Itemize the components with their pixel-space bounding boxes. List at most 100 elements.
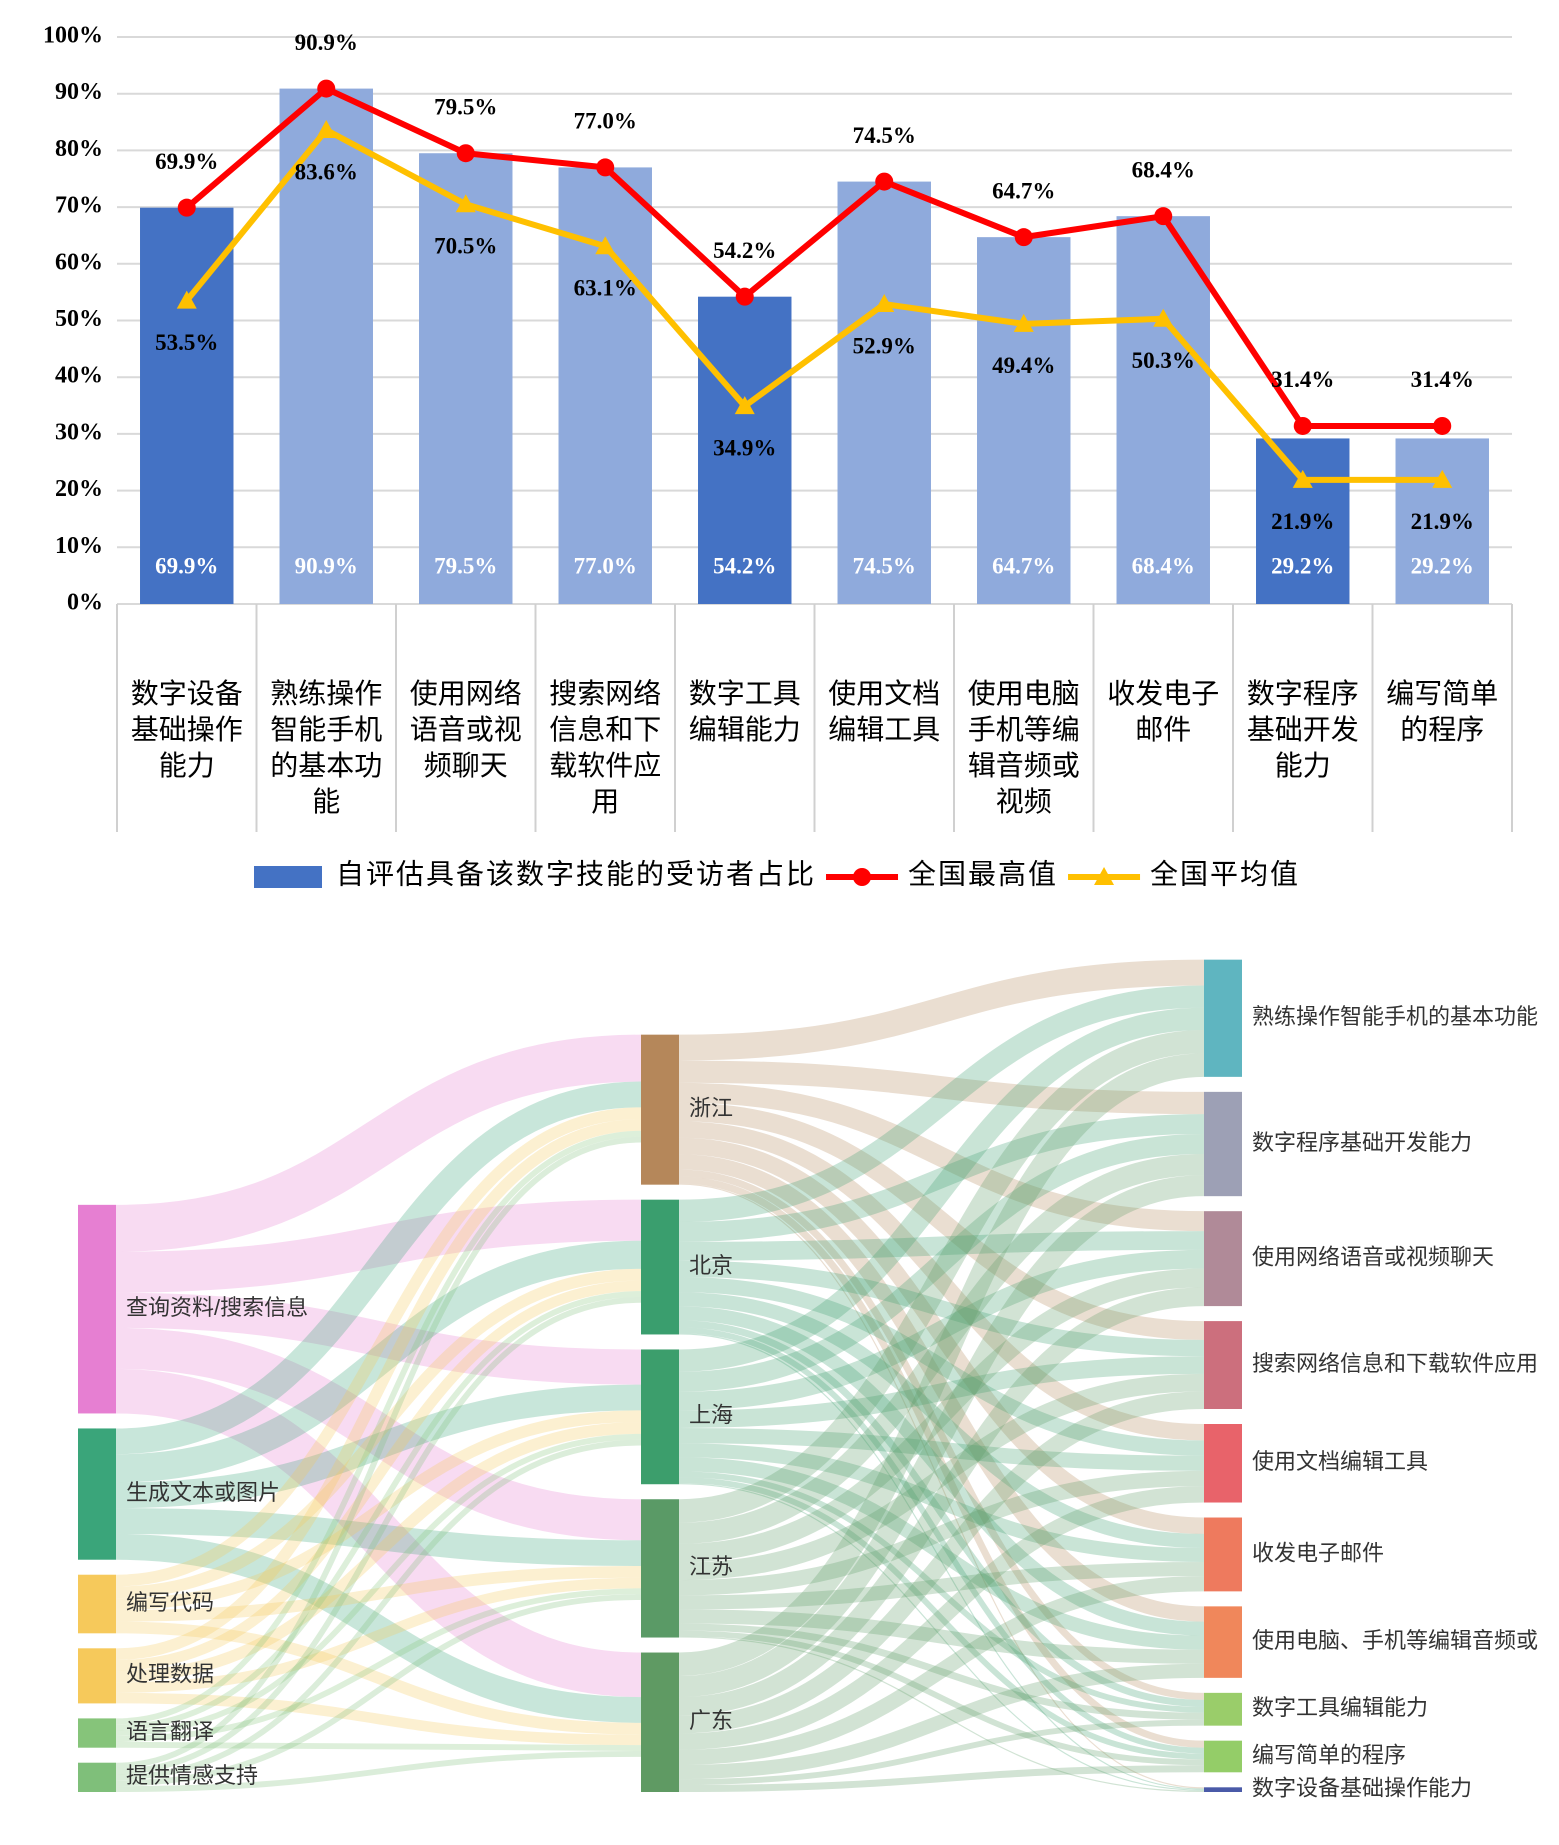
y-tick-label: 80% <box>55 136 103 162</box>
bar <box>419 153 513 605</box>
x-tick-line: 信息和下 <box>549 714 661 746</box>
x-tick-line: 编辑能力 <box>689 714 801 746</box>
x-tick-line: 编辑工具 <box>828 714 940 746</box>
bar-value-label: 68.4% <box>1132 553 1195 578</box>
link <box>678 1175 1205 1698</box>
node-label: 收发电子邮件 <box>1252 1540 1384 1565</box>
link <box>115 1199 642 1293</box>
node-label: 上海 <box>689 1403 733 1428</box>
link <box>678 1082 1205 1232</box>
x-tick-line: 数字工具 <box>689 678 801 710</box>
point-label: 21.9% <box>1411 509 1474 534</box>
y-tick-label: 30% <box>55 419 103 445</box>
x-tick-line: 基础操作 <box>131 714 243 746</box>
node <box>78 1718 116 1748</box>
x-tick-label: 搜索网络信息和下载软件应用 <box>549 678 661 818</box>
link <box>678 1007 1205 1372</box>
link <box>678 1765 1205 1792</box>
marker <box>874 294 895 313</box>
link <box>115 1621 642 1735</box>
link <box>678 1356 1205 1428</box>
x-tick-line: 数字设备 <box>131 678 243 710</box>
node <box>1204 1091 1242 1197</box>
node <box>641 1034 679 1185</box>
link <box>678 1053 1205 1676</box>
y-tick-label: 60% <box>55 249 103 275</box>
x-tick-line: 视频 <box>996 786 1052 818</box>
point-label: 31.4% <box>1271 367 1334 392</box>
bar <box>1395 438 1489 604</box>
point-label: 70.5% <box>434 234 497 259</box>
x-tick-label: 数字设备基础操作能力 <box>131 678 243 782</box>
node <box>78 1762 116 1792</box>
line <box>184 85 1443 429</box>
link <box>678 1470 1205 1596</box>
node-label: 查询资料/搜索信息 <box>126 1295 308 1320</box>
node <box>1204 1211 1242 1307</box>
link <box>115 1291 642 1731</box>
y-tick-label: 70% <box>55 193 103 219</box>
link <box>115 1433 642 1736</box>
point-label: 50.3% <box>1132 348 1195 373</box>
legend-marker <box>1094 867 1115 885</box>
link <box>115 1130 642 1725</box>
link <box>678 985 1205 1222</box>
link <box>678 1477 1205 1760</box>
x-tick-line: 能力 <box>1275 750 1331 782</box>
node <box>1204 1606 1242 1678</box>
link <box>678 1663 1205 1780</box>
link <box>678 1391 1205 1734</box>
node-label: 熟练操作智能手机的基本功能 <box>1252 1004 1538 1029</box>
bar-value-label: 69.9% <box>155 553 218 578</box>
y-tick-label: 0% <box>67 590 103 616</box>
bar <box>698 296 792 604</box>
x-tick-label: 数字工具编辑能力 <box>689 678 801 746</box>
bar <box>279 88 373 605</box>
node-label: 生成文本或图片 <box>126 1480 280 1505</box>
link <box>678 1060 1205 1115</box>
link <box>115 1588 642 1742</box>
legend-label: 全国平均值 <box>1150 858 1300 890</box>
bar-value-label: 29.2% <box>1271 553 1334 578</box>
link <box>115 1296 642 1775</box>
link <box>115 1240 642 1483</box>
marker <box>595 236 616 255</box>
link <box>678 1483 1205 1791</box>
x-tick-label: 使用网络语音或视频聊天 <box>410 678 522 782</box>
link <box>115 1081 642 1455</box>
node <box>1204 959 1242 1077</box>
link <box>678 1260 1205 1357</box>
marker <box>316 119 337 138</box>
link <box>678 1457 1205 1650</box>
x-tick-line: 收发电子 <box>1107 678 1219 710</box>
x-tick-line: 的基本功 <box>270 750 382 782</box>
link <box>678 1114 1205 1242</box>
node-label: 北京 <box>689 1253 733 1278</box>
link <box>678 1154 1205 1622</box>
x-tick-line: 载软件应 <box>549 750 661 782</box>
point-label: 34.9% <box>713 435 776 460</box>
link <box>678 1636 1205 1792</box>
link <box>115 1439 642 1781</box>
bar-value-label: 74.5% <box>853 553 916 578</box>
link <box>678 1306 1205 1636</box>
link <box>678 1183 1205 1789</box>
node <box>1204 1424 1242 1503</box>
marker <box>1433 416 1452 435</box>
node <box>641 1652 679 1792</box>
link <box>678 1609 1205 1664</box>
node <box>1204 1321 1242 1409</box>
point-label: 83.6% <box>295 159 358 184</box>
node-label: 数字程序基础开发能力 <box>1252 1130 1472 1155</box>
link <box>678 1576 1205 1766</box>
node-label: 处理数据 <box>126 1662 214 1687</box>
link <box>678 1029 1205 1523</box>
legend-label: 全国最高值 <box>908 858 1058 890</box>
marker <box>1013 313 1034 332</box>
marker <box>1293 416 1312 435</box>
marker <box>1432 469 1453 488</box>
x-tick-line: 使用网络 <box>410 678 522 710</box>
node-label: 使用文档编辑工具 <box>1252 1449 1428 1474</box>
bar-value-label: 29.2% <box>1411 553 1474 578</box>
